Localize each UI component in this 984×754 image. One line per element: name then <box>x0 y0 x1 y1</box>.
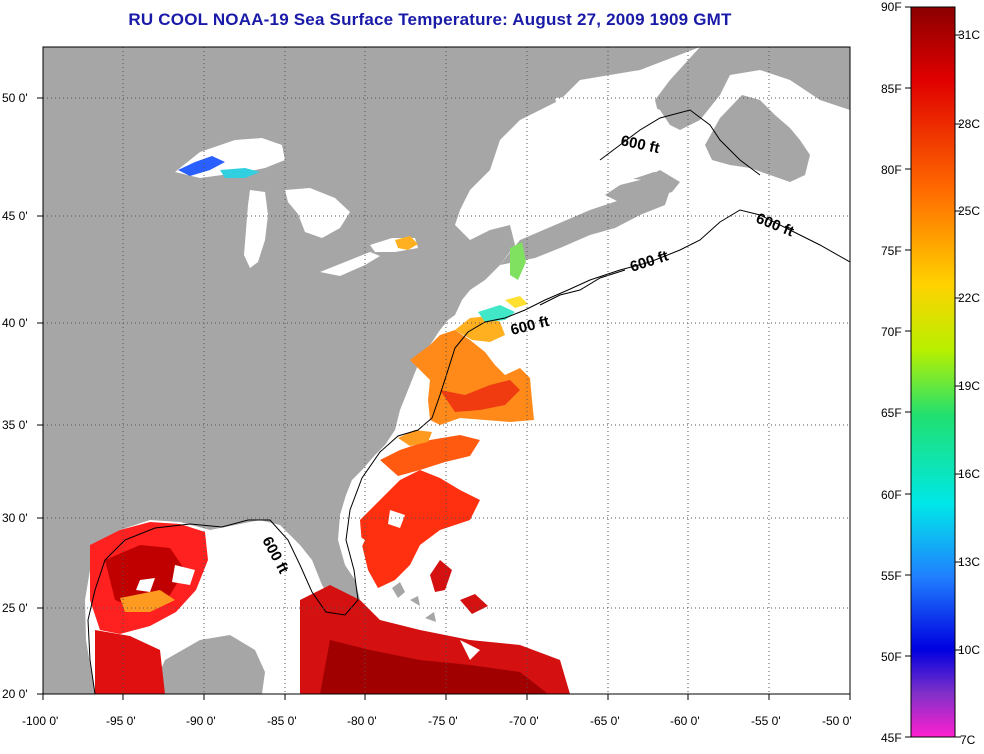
cb-f-90: 90F <box>881 0 902 14</box>
axis-ticks <box>37 97 851 700</box>
lon-label-75: -75 0' <box>428 714 458 728</box>
map-title: RU COOL NOAA-19 Sea Surface Temperature:… <box>128 10 732 29</box>
cb-c-7: 7C <box>960 733 976 747</box>
cb-c-16: 16C <box>958 467 981 481</box>
newfoundland-land <box>705 95 810 182</box>
lon-label-80: -80 0' <box>347 714 377 728</box>
yucatan-mexico-land <box>150 635 265 694</box>
canadian-maritimes-land <box>500 185 670 265</box>
cb-c-22: 22C <box>958 291 981 305</box>
north-america-land <box>43 47 700 694</box>
cb-c-13: 13C <box>958 555 981 569</box>
cb-f-70: 70F <box>881 325 902 339</box>
labrador-land <box>655 47 850 130</box>
st-lawrence-gulf <box>555 92 680 190</box>
cb-c-19: 19C <box>958 379 981 393</box>
sst-overlay <box>90 156 570 694</box>
graticule <box>43 47 850 694</box>
colorbar-ticks <box>905 6 961 738</box>
lon-label-70: -70 0' <box>509 714 539 728</box>
cb-f-65: 65F <box>881 406 902 420</box>
lon-label-65: -65 0' <box>590 714 620 728</box>
cb-c-25: 25C <box>958 204 981 218</box>
lat-label-50: 50 0' <box>2 91 28 105</box>
lon-label-60: -60 0' <box>670 714 700 728</box>
lat-label-45: 45 0' <box>2 209 28 223</box>
lat-label-25: 25 0' <box>2 601 28 615</box>
lat-label-35: 35 0' <box>2 418 28 432</box>
lon-label-50: -50 0' <box>822 714 852 728</box>
cb-f-80: 80F <box>881 163 902 177</box>
lake-michigan <box>244 190 268 268</box>
cb-c-31: 31C <box>958 28 981 42</box>
lake-huron <box>285 188 350 238</box>
lon-label-95: -95 0' <box>106 714 136 728</box>
cb-c-10: 10C <box>958 643 981 657</box>
bahamas-islands <box>392 582 436 622</box>
lon-label-55: -55 0' <box>751 714 781 728</box>
map-area: 600 ft 600 ft 600 ft 600 ft 600 ft <box>43 47 850 694</box>
lon-label-85: -85 0' <box>267 714 297 728</box>
cb-f-55: 55F <box>881 569 902 583</box>
cb-f-60: 60F <box>881 488 902 502</box>
lon-label-100: -100 0' <box>22 714 59 728</box>
cb-f-50: 50F <box>881 650 902 664</box>
cape-breton-land <box>605 170 680 205</box>
lat-label-20: 20 0' <box>2 687 28 701</box>
lon-label-90: -90 0' <box>186 714 216 728</box>
cb-c-28: 28C <box>958 117 981 131</box>
lake-erie <box>320 252 380 276</box>
cb-f-45: 45F <box>881 731 902 745</box>
lat-label-30: 30 0' <box>2 511 28 525</box>
cb-f-75: 75F <box>881 244 902 258</box>
lat-label-40: 40 0' <box>2 316 28 330</box>
colorbar <box>910 6 956 738</box>
cb-f-85: 85F <box>881 82 902 96</box>
